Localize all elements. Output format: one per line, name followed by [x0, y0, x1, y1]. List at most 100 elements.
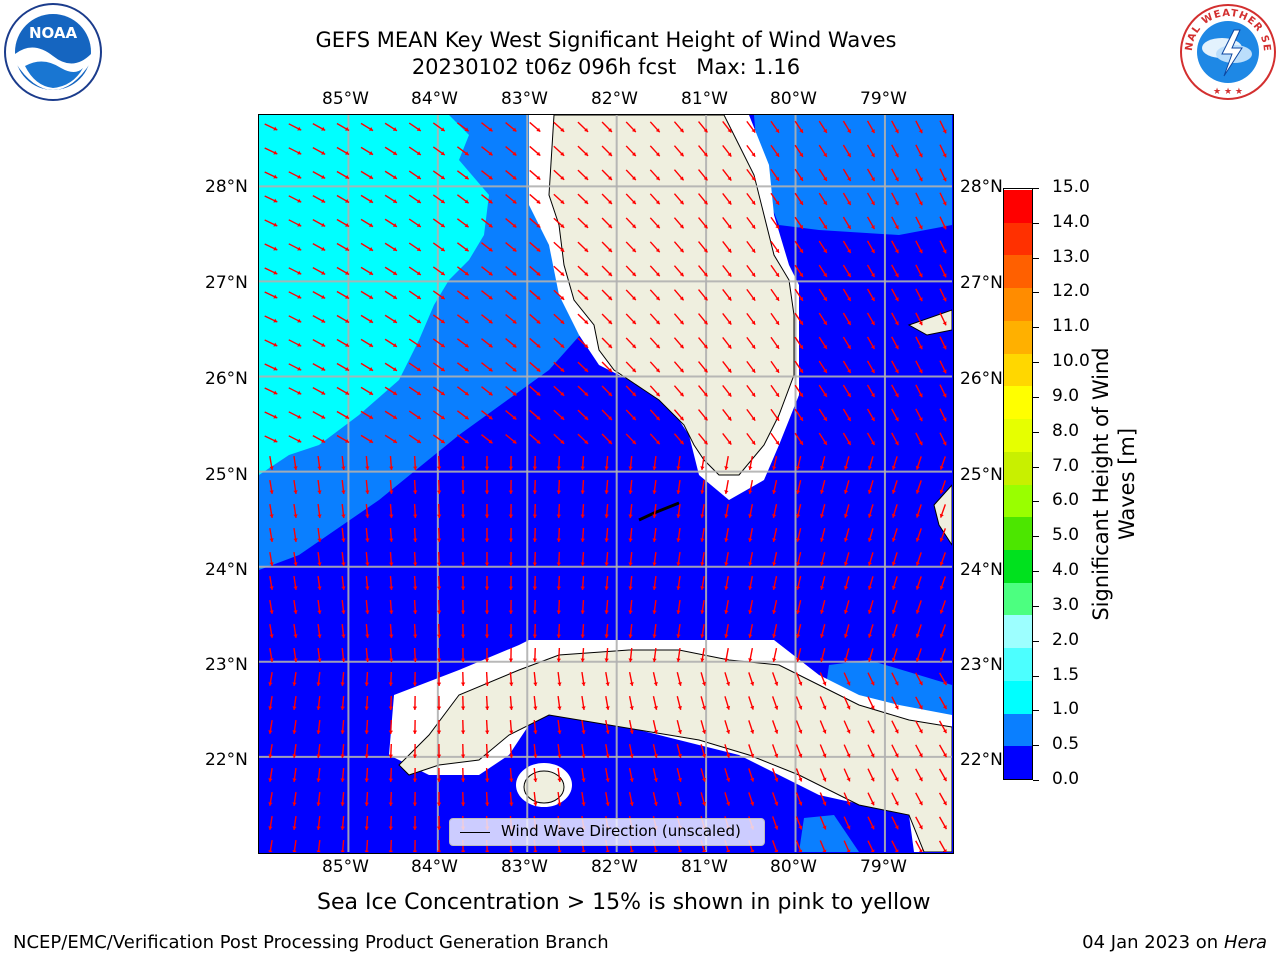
wind-wave-arrowhead	[775, 296, 780, 301]
wind-wave-arrowhead	[679, 224, 684, 229]
wind-wave-arrowhead	[580, 490, 585, 494]
wind-wave-arrowhead	[799, 392, 803, 397]
wind-wave-arrowhead	[508, 586, 514, 590]
wind-wave-arrowhead	[820, 465, 825, 470]
wave-zone-1.0-1.5	[259, 115, 489, 475]
colorbar-tick-label: 8.0	[1052, 420, 1080, 441]
wind-wave-arrowhead	[512, 175, 517, 180]
wind-wave-arrowhead	[436, 730, 442, 734]
wind-wave-arrowhead	[942, 393, 947, 398]
wind-wave-arrowhead	[870, 441, 875, 446]
wind-wave-arrowhead	[293, 658, 298, 662]
wind-wave-arrowhead	[799, 416, 803, 421]
wind-wave-arrowhead	[676, 466, 681, 470]
wind-wave-arrowhead	[796, 658, 801, 662]
wind-wave-arrowhead	[653, 730, 658, 734]
wind-wave-arrowhead	[512, 151, 517, 156]
wind-wave-arrowhead	[870, 729, 875, 734]
wind-wave-arrowhead	[867, 561, 873, 566]
sea-ice-note: Sea Ice Concentration > 15% is shown in …	[317, 890, 931, 915]
wind-wave-arrowhead	[297, 438, 302, 443]
wind-wave-arrowhead	[560, 247, 565, 252]
wind-wave-arrowhead	[317, 538, 322, 542]
wind-wave-arrowhead	[870, 177, 875, 182]
wind-wave-arrowhead	[652, 490, 657, 494]
wind-wave-arrowhead	[440, 295, 445, 300]
wind-wave-arrowhead	[748, 514, 753, 518]
wind-wave-arrowhead	[416, 151, 421, 155]
wind-wave-arrowhead	[894, 825, 899, 830]
wind-wave-arrowhead	[751, 176, 756, 181]
wind-wave-arrowhead	[726, 753, 731, 758]
wind-wave-arrowhead	[655, 176, 660, 181]
wind-wave-arrowhead	[484, 490, 490, 494]
wind-wave-arrowhead	[368, 391, 373, 395]
wind-wave-arrowhead	[796, 562, 801, 566]
colorbar-segment	[1004, 549, 1032, 583]
wind-wave-arrowhead	[703, 416, 708, 421]
wind-wave-arrowhead	[823, 200, 827, 205]
wind-wave-arrowhead	[269, 610, 274, 614]
wind-wave-arrowhead	[321, 366, 326, 371]
wind-wave-arrowhead	[799, 272, 803, 277]
wind-wave-arrowhead	[464, 223, 469, 228]
wind-wave-arrowhead	[679, 416, 684, 421]
wind-wave-arrowhead	[273, 198, 278, 203]
wind-wave-arrowhead	[340, 706, 345, 710]
wind-wave-arrowhead	[365, 514, 370, 518]
lon-tick-bottom: 80°W	[770, 857, 817, 877]
wind-wave-arrowhead	[484, 538, 490, 542]
wind-wave-arrowhead	[484, 610, 490, 614]
wind-wave-arrowhead	[799, 224, 803, 229]
wind-wave-arrowhead	[584, 343, 589, 348]
wind-wave-arrowhead	[532, 610, 538, 614]
wind-wave-arrowhead	[894, 129, 899, 134]
wind-wave-arrowhead	[915, 465, 920, 470]
nws-logo: NATIONAL WEATHER SERVICE ★ ★ ★	[1173, 0, 1278, 102]
wind-wave-arrowhead	[891, 609, 896, 614]
wind-wave-arrowhead	[556, 610, 561, 614]
wind-wave-arrowhead	[580, 514, 585, 518]
wind-wave-arrowhead	[556, 586, 561, 590]
wind-wave-arrowhead	[894, 369, 899, 374]
wind-wave-arrowhead	[820, 537, 825, 542]
wind-wave-arrowhead	[750, 849, 755, 852]
lat-tick-left: 26°N	[205, 369, 248, 389]
wind-wave-arrowhead	[460, 538, 466, 542]
wind-wave-arrowhead	[798, 729, 803, 734]
wind-wave-arrowhead	[942, 369, 947, 374]
wind-wave-arrowhead	[891, 657, 896, 662]
wind-wave-arrowhead	[341, 562, 346, 566]
wind-wave-arrowhead	[460, 802, 466, 806]
wind-wave-arrowhead	[536, 247, 541, 252]
wind-wave-arrowhead	[464, 247, 469, 252]
wind-wave-arrowhead	[269, 514, 274, 518]
wind-wave-arrowhead	[389, 466, 394, 470]
wind-wave-arrowhead	[268, 802, 273, 806]
wind-wave-arrowhead	[822, 681, 827, 686]
colorbar-tick-mark	[1033, 675, 1039, 677]
wind-wave-arrowhead	[676, 610, 681, 614]
wind-wave-arrowhead	[392, 151, 397, 155]
lat-tick-left: 22°N	[205, 750, 248, 770]
wind-wave-arrowhead	[870, 681, 875, 686]
wind-wave-arrowhead	[341, 538, 346, 542]
colorbar-tick-label: 15.0	[1052, 177, 1090, 197]
wind-wave-arrowhead	[652, 466, 657, 470]
wind-wave-arrowhead	[677, 801, 682, 806]
wind-wave-arrowhead	[345, 198, 350, 203]
wind-wave-arrowhead	[608, 128, 612, 132]
wind-wave-arrowhead	[726, 729, 731, 734]
wind-wave-arrowhead	[440, 343, 445, 348]
colorbar-tick-mark	[1033, 396, 1039, 398]
wind-wave-arrowhead	[340, 778, 345, 782]
colorbar-segment	[1004, 745, 1032, 779]
wind-wave-arrowhead	[488, 199, 493, 204]
wind-wave-arrowhead	[677, 681, 682, 686]
wind-wave-arrowhead	[488, 343, 493, 348]
colorbar-segment	[1004, 189, 1032, 223]
wind-wave-arrowhead	[297, 150, 302, 155]
wind-wave-arrowhead	[512, 367, 517, 372]
wind-wave-arrowhead	[560, 271, 565, 276]
wind-wave-arrowhead	[512, 223, 517, 228]
